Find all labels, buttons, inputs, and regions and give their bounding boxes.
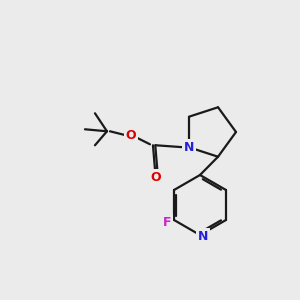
Text: N: N <box>198 230 208 242</box>
Text: O: O <box>126 129 136 142</box>
Text: F: F <box>163 215 171 229</box>
Text: N: N <box>184 141 194 154</box>
Text: O: O <box>151 171 161 184</box>
